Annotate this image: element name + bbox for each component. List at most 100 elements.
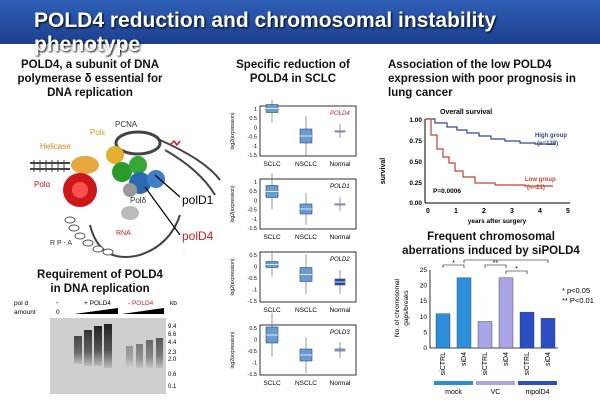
rpa-label: R P - A — [50, 240, 72, 247]
sig-legend-2: ** P<0.01 — [562, 296, 594, 305]
panel-gene-label: POLD2 — [330, 257, 350, 263]
survival-title: Overall survival — [440, 109, 492, 116]
survival-ytick-3: 0.25 — [409, 180, 422, 187]
survival-yticks: 1.00 0.75 0.50 0.25 0.00 — [409, 117, 422, 207]
panel-ytick: -1.5 — [248, 299, 257, 305]
group-color-bar — [434, 381, 473, 385]
panel-ytick: -1.5 — [248, 226, 257, 232]
gel-lanes — [74, 324, 163, 368]
expression-boxplots: log2(expression) 1 0.5 0 -0.5 -1 -1.5 POLD4 SCLC… — [230, 100, 357, 387]
gel-heading-line-2: in DNA replication — [50, 283, 150, 295]
group-label: mock — [445, 389, 462, 396]
aberration-heading-line-2: aberrations induced by siPOLD4 — [402, 245, 580, 257]
sig-legend-1: * p<0.05 — [562, 286, 590, 295]
gel-plus-wedge — [74, 308, 118, 314]
bar-0 — [435, 313, 451, 349]
survival-heading-line-3: lung cancer — [388, 87, 453, 99]
gel-minus-wedge — [122, 308, 164, 314]
rpa-beads — [64, 216, 114, 256]
panel-ytick: -1 — [252, 288, 257, 294]
gel-kb-label: kb — [170, 300, 177, 307]
panel-ytick: 0 — [254, 125, 257, 131]
bar-ytick: 25 — [420, 267, 428, 274]
gel-zero: 0 — [56, 309, 60, 316]
pold1-callout-line — [154, 174, 181, 198]
middle-heading-line-1: Specific reduction of — [236, 59, 350, 71]
panel-xlabel: NSCLC — [295, 234, 317, 241]
slide-title: POLD4 reduction and chromosomal instabil… — [34, 9, 497, 56]
survival-xtick-0: 0 — [426, 208, 430, 215]
survival-ylabel: survival — [380, 158, 387, 185]
panel-xlabel: NSCLC — [295, 307, 317, 314]
pcna-label: PCNA — [115, 120, 138, 129]
aberration-heading: Frequent chromosomal aberrations induced… — [385, 230, 597, 258]
survival-xtick-2: 2 — [482, 208, 486, 215]
helicase — [71, 156, 99, 174]
gel-heading-line-1: Requirement of POLD4 — [37, 269, 163, 281]
panel-ytick: -1.5 — [248, 153, 257, 159]
rna-label: RNA — [116, 230, 131, 237]
bar-ylabel-1: No. of chromosomal — [394, 278, 401, 337]
slide-header: POLD4 reduction and chromosomal instabil… — [0, 0, 600, 56]
bar-3 — [498, 277, 514, 349]
bar-ytick: 5 — [423, 329, 427, 336]
low-group-n: (n=21) — [527, 185, 545, 191]
gel-minus-label: - POLD4 — [128, 300, 154, 307]
bar-category-label: siCTRL — [524, 352, 531, 375]
bar-ytick: 10 — [420, 314, 428, 321]
survival-high-curve — [425, 118, 555, 145]
panel-ylabel: log2(expression) — [230, 185, 236, 222]
bar-ytick: 0 — [423, 345, 427, 352]
boxplot-panel-3: log2(expression) 0.5 0 -0.5 -1 -1.5 POLD3 SCLC N… — [230, 313, 357, 387]
gel-marker-0: 9.4 — [168, 324, 177, 330]
pol-alpha-highlight — [72, 182, 88, 198]
survival-xticks: 0 1 2 3 4 5 — [426, 208, 570, 215]
left-heading: POLD4, a subunit of DNA polymerase δ ess… — [5, 58, 175, 100]
panel-ytick: 1 — [254, 107, 257, 113]
survival-xlabel: years after surgery — [468, 218, 527, 225]
sig-star-3: * — [505, 258, 508, 262]
survival-pvalue: P=0.0006 — [433, 188, 461, 195]
bar-category-label: siD4 — [545, 352, 552, 366]
pol-delta-blue-2 — [147, 170, 165, 188]
survival-ytick-1: 0.75 — [409, 138, 422, 145]
significance-bracket — [505, 270, 528, 274]
group-color-bar — [518, 381, 557, 385]
left-heading-line-1: POLD4, a subunit of DNA — [21, 59, 159, 71]
dna-strands — [30, 139, 221, 258]
gel-marker-2: 4.4 — [168, 340, 177, 346]
helicase-label: Helicase — [40, 142, 71, 151]
low-group-label: Low group — [525, 177, 556, 183]
panel-xlabel: NSCLC — [295, 380, 317, 387]
panel-xlabel: SCLC — [263, 307, 281, 314]
panel-ytick: 0.5 — [249, 116, 257, 122]
pold-grey-2 — [121, 206, 139, 220]
panel-xlabel: SCLC — [263, 234, 281, 241]
bar-category-label: siCTRL — [482, 352, 489, 375]
pold1-callout: polD1 — [182, 193, 214, 207]
survival-heading-line-1: Association of the low POLD4 — [388, 59, 552, 71]
panel-gene-label: POLD4 — [330, 111, 350, 117]
pol-delta-green-1 — [112, 162, 132, 182]
group-label: mpolD4 — [525, 389, 549, 396]
panel-ytick: -1 — [252, 144, 257, 150]
survival-heading: Association of the low POLD4 expression … — [388, 58, 593, 100]
sig-star-4: * — [515, 266, 518, 273]
survival-ytick-4: 0.00 — [409, 200, 422, 207]
panel-ytick: -0.5 — [248, 349, 257, 355]
survival-xtick-3: 3 — [510, 208, 514, 215]
survival-xtick-5: 5 — [566, 208, 570, 215]
gel-marker-4: 2.0 — [168, 357, 177, 363]
aberration-bar-chart: No. of chromosomal gaps/breaks 25 20 15 10 5 0 s… — [394, 258, 594, 396]
group-label: VC — [491, 389, 501, 396]
pol-alpha-label: Polα — [34, 180, 51, 189]
pol-delta-label: Polδ — [130, 196, 147, 205]
panel-ytick: -0.5 — [248, 135, 257, 141]
pol-delta-green-2 — [129, 156, 147, 174]
gel-marker-1: 6.6 — [168, 332, 177, 338]
left-heading-line-2: polymerase δ essential for — [17, 73, 163, 85]
bar-category-label: siD4 — [461, 352, 468, 366]
panel-ytick: 0 — [254, 338, 257, 344]
survival-low-curve — [425, 118, 553, 187]
bar-category-label: siCTRL — [440, 352, 447, 375]
